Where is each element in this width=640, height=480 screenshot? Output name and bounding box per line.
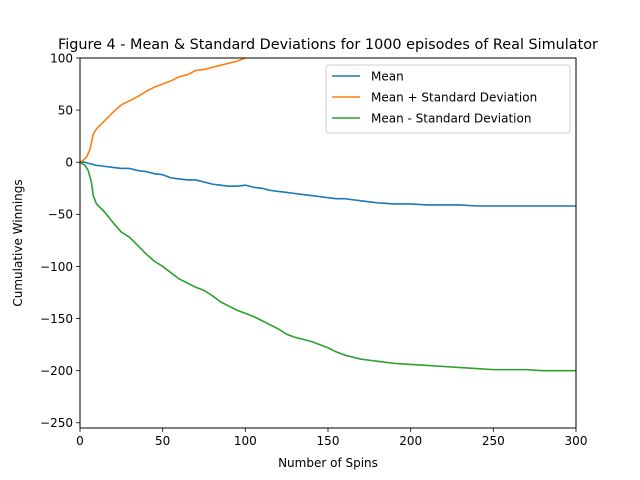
legend-label-2: Mean + Standard Deviation — [371, 90, 537, 104]
y-tick-label: −150 — [40, 312, 73, 326]
x-tick-label: 50 — [155, 434, 170, 448]
y-tick-label: 50 — [58, 103, 73, 117]
y-tick-label: −50 — [48, 208, 73, 222]
y-tick-label: −200 — [40, 364, 73, 378]
y-tick-label: 100 — [50, 51, 73, 65]
series-layer — [80, 58, 576, 372]
legend-box — [325, 64, 571, 134]
y-tick-label: −100 — [40, 260, 73, 274]
series-line-2 — [80, 58, 246, 163]
x-tick-label: 300 — [565, 434, 588, 448]
series-line-3 — [80, 161, 576, 372]
x-tick-label: 150 — [317, 434, 340, 448]
x-tick-label: 200 — [399, 434, 422, 448]
y-axis-label: Cumulative Winnings — [11, 179, 25, 306]
x-tick-label: 100 — [234, 434, 257, 448]
y-tick-label: −250 — [40, 416, 73, 430]
x-axis-label: Number of Spins — [278, 456, 378, 470]
y-axis: −250 −200 −150 −100 −50 0 50 100 — [40, 51, 80, 430]
x-tick-label: 0 — [76, 434, 84, 448]
x-axis: 0 50 100 150 200 250 300 — [76, 428, 587, 448]
x-tick-label: 250 — [482, 434, 505, 448]
legend-label-3: Mean - Standard Deviation — [371, 111, 531, 125]
series-line-1 — [80, 161, 576, 207]
legend-label-1: Mean — [371, 69, 404, 83]
chart-title: Figure 4 - Mean & Standard Deviations fo… — [58, 37, 598, 53]
legend: Mean Mean + Standard Deviation Mean - Stan… — [325, 64, 571, 134]
y-tick-label: 0 — [65, 156, 73, 170]
